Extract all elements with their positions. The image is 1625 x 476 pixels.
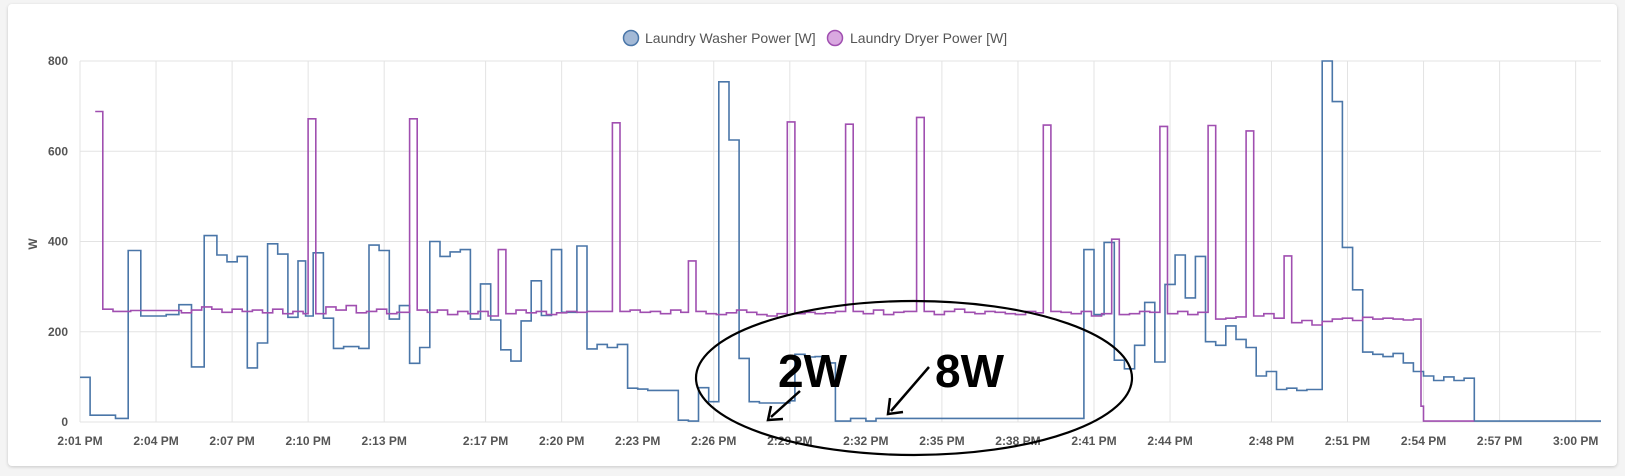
- x-tick-label: 2:41 PM: [1071, 434, 1116, 448]
- x-tick-label: 2:13 PM: [362, 434, 407, 448]
- annotation-arrow-8w: [890, 366, 930, 412]
- series-line-washer: [80, 60, 1601, 422]
- annotation-layer: 2W 8W: [694, 299, 1134, 457]
- x-tick-label: 2:07 PM: [209, 434, 254, 448]
- x-tick-label: 2:57 PM: [1477, 434, 1522, 448]
- y-axis-ticks: 0 200 400 600 800: [48, 54, 68, 429]
- x-tick-label: 2:17 PM: [463, 434, 508, 448]
- legend-label-washer: Laundry Washer Power [W]: [645, 30, 816, 46]
- annotation-label-2w: 2W: [778, 345, 848, 397]
- x-tick-label: 2:20 PM: [539, 434, 584, 448]
- x-axis-ticks: 2:01 PM 2:04 PM 2:07 PM 2:10 PM 2:13 PM 2:17 …: [57, 434, 1598, 448]
- x-tick-label: 2:48 PM: [1249, 434, 1294, 448]
- annotation-arrowhead-8w: [886, 397, 904, 416]
- annotation-ellipse: [694, 299, 1134, 457]
- y-tick-label: 0: [61, 415, 68, 429]
- x-tick-label: 2:26 PM: [691, 434, 736, 448]
- y-tick-label: 800: [48, 54, 68, 68]
- annotation-arrowhead-2w: [766, 405, 784, 422]
- x-tick-label: 2:23 PM: [615, 434, 660, 448]
- x-tick-label: 2:38 PM: [995, 434, 1040, 448]
- legend-item-dryer[interactable]: Laundry Dryer Power [W]: [826, 29, 1008, 47]
- y-tick-label: 200: [48, 325, 68, 339]
- x-tick-label: 2:10 PM: [285, 434, 330, 448]
- y-axis-label: W: [26, 238, 40, 250]
- legend-item-washer[interactable]: Laundry Washer Power [W]: [622, 29, 816, 47]
- x-tick-label: 2:35 PM: [919, 434, 964, 448]
- x-tick-label: 2:04 PM: [133, 434, 178, 448]
- chart-card: [8, 4, 1617, 466]
- legend-label-dryer: Laundry Dryer Power [W]: [850, 30, 1007, 46]
- x-tick-label: 2:54 PM: [1401, 434, 1446, 448]
- x-tick-label: 3:00 PM: [1553, 434, 1598, 448]
- y-tick-label: 400: [48, 235, 68, 249]
- x-tick-label: 2:51 PM: [1325, 434, 1370, 448]
- annotation-arrow-2w: [770, 390, 801, 418]
- x-tick-label: 2:32 PM: [843, 434, 888, 448]
- x-tick-label: 2:01 PM: [57, 434, 102, 448]
- annotation-label-8w: 8W: [935, 345, 1005, 397]
- legend[interactable]: Laundry Washer Power [W] Laundry Dryer P…: [622, 29, 1008, 47]
- y-tick-label: 600: [48, 144, 68, 158]
- x-tick-label: 2:44 PM: [1147, 434, 1192, 448]
